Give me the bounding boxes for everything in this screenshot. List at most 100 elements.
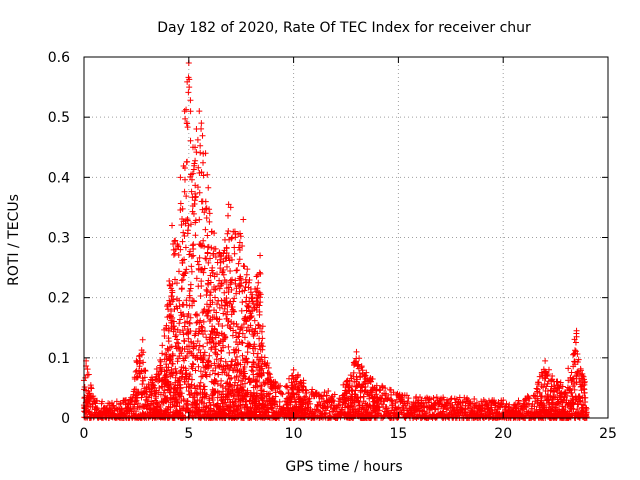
data-point (227, 268, 234, 275)
data-point (206, 371, 213, 378)
data-point (173, 370, 180, 377)
data-point (261, 381, 268, 388)
data-point (257, 270, 264, 277)
data-point (233, 353, 240, 360)
data-point (204, 340, 211, 347)
data-point (183, 370, 190, 377)
data-point (183, 193, 190, 200)
data-point (215, 320, 222, 327)
data-point (132, 386, 139, 393)
data-point (94, 405, 101, 412)
data-point (571, 386, 578, 393)
data-point (241, 334, 248, 341)
data-point (135, 390, 142, 397)
data-point (350, 369, 357, 376)
data-point (204, 249, 211, 256)
data-point (201, 265, 208, 272)
data-point (232, 329, 239, 336)
data-point (233, 321, 240, 328)
data-point (198, 278, 205, 285)
data-point (231, 250, 238, 257)
data-point (196, 189, 203, 196)
data-point (174, 336, 181, 343)
data-point (182, 401, 189, 408)
y-tick-label: 0.1 (48, 351, 70, 367)
data-point (522, 396, 529, 403)
data-point (210, 339, 217, 346)
data-point (200, 352, 207, 359)
data-point (140, 377, 147, 384)
data-point (557, 379, 564, 386)
data-point (165, 379, 172, 386)
data-point (214, 388, 221, 395)
data-point (255, 321, 262, 328)
data-point (243, 355, 250, 362)
data-point (321, 389, 328, 396)
data-point (209, 396, 216, 403)
data-point (177, 316, 184, 323)
data-point (188, 176, 195, 183)
data-point (203, 286, 210, 293)
data-point (231, 228, 238, 235)
data-point (256, 308, 263, 315)
data-point (185, 335, 192, 342)
data-point (132, 368, 139, 375)
data-point (239, 324, 246, 331)
data-point (417, 394, 424, 401)
data-point (169, 314, 176, 321)
data-point (198, 120, 205, 127)
data-point (251, 341, 258, 348)
data-point (320, 393, 327, 400)
data-point (188, 188, 195, 195)
data-point (177, 384, 184, 391)
data-point (302, 393, 309, 400)
data-point (423, 403, 430, 410)
data-point (228, 235, 235, 242)
data-point (177, 174, 184, 181)
chart-title: Day 182 of 2020, Rate Of TEC Index for r… (157, 20, 531, 36)
data-point (198, 125, 205, 132)
data-point (134, 400, 141, 407)
data-point (223, 279, 230, 286)
data-point (187, 97, 194, 104)
data-point (248, 314, 255, 321)
data-point (545, 366, 552, 373)
data-point (201, 328, 208, 335)
data-point (325, 387, 332, 394)
data-point (574, 406, 581, 413)
data-point (208, 344, 215, 351)
data-point (382, 385, 389, 392)
data-point (161, 333, 168, 340)
data-point (196, 108, 203, 115)
y-tick-label: 0.3 (48, 231, 70, 247)
data-point (175, 268, 182, 275)
data-point (172, 374, 179, 381)
data-point (204, 232, 211, 239)
data-point (356, 355, 363, 362)
data-point (300, 377, 307, 384)
data-point (159, 350, 166, 357)
data-point (136, 404, 143, 411)
data-point (322, 413, 329, 420)
data-point (574, 351, 581, 358)
data-point (168, 343, 175, 350)
data-point (534, 386, 541, 393)
data-point (168, 293, 175, 300)
data-point (204, 308, 211, 315)
data-point (191, 382, 198, 389)
data-point (228, 279, 235, 286)
data-point (404, 400, 411, 407)
data-point (183, 266, 190, 273)
data-point (238, 339, 245, 346)
data-point (180, 301, 187, 308)
data-point (216, 285, 223, 292)
data-point (178, 286, 185, 293)
data-point (390, 389, 397, 396)
data-point (88, 385, 95, 392)
data-point (150, 401, 157, 408)
data-point (334, 405, 341, 412)
data-point (216, 316, 223, 323)
data-point (266, 371, 273, 378)
data-point (301, 396, 308, 403)
